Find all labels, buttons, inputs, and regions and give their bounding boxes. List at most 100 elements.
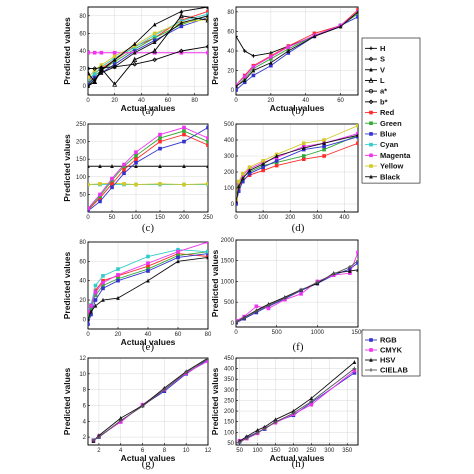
data-point-blue — [146, 269, 150, 273]
y-tick-label: 50 — [79, 192, 86, 198]
legend-label: V — [380, 65, 385, 74]
y-tick-label: 12 — [79, 356, 86, 362]
chart-panel-2: 0 20 40 60 0 20 40 60 80 Actual values Predicted v… — [210, 6, 359, 117]
legend-label: HSV — [380, 356, 395, 365]
data-point-yellow — [88, 182, 90, 187]
data-point-s — [205, 44, 208, 49]
series-group — [236, 124, 358, 206]
data-point-cyan — [206, 249, 208, 254]
data-point-green — [182, 129, 186, 133]
y-tick-label: 10 — [79, 372, 86, 378]
data-point-red — [206, 9, 208, 14]
data-point-s — [112, 64, 118, 70]
x-tick-label: 60 — [337, 98, 344, 104]
legend-marker — [369, 368, 373, 372]
data-point-v — [179, 9, 184, 14]
panel-label: (c) — [142, 222, 155, 234]
data-point-green — [93, 293, 98, 297]
data-point-v — [88, 84, 90, 88]
legend-marker — [369, 338, 373, 342]
data-point-yellow — [236, 179, 241, 184]
legend-label: S — [380, 55, 385, 64]
series-line-red — [88, 134, 208, 211]
data-point-magenta — [122, 162, 126, 167]
legend-marker — [369, 110, 373, 115]
y-tick-label: 0 — [83, 317, 87, 323]
series-group — [91, 358, 208, 443]
y-tick-label: 500 — [224, 122, 235, 128]
data-point-blue — [236, 88, 238, 92]
data-point-blue — [182, 139, 186, 144]
data-point-green — [356, 12, 358, 16]
data-point-yellow — [236, 197, 238, 201]
data-point-black — [269, 60, 273, 65]
data-point-magenta — [269, 55, 273, 59]
data-point-blue — [110, 185, 114, 190]
data-point-red — [322, 154, 326, 158]
data-point-blue — [134, 160, 138, 165]
data-point-black — [134, 164, 138, 169]
data-point-cielab — [255, 430, 260, 435]
data-point-s — [132, 61, 138, 67]
data-point-black — [322, 141, 326, 145]
data-point-blue — [251, 73, 256, 78]
data-point-cielab — [206, 358, 208, 361]
panel-label: (g) — [142, 458, 155, 470]
data-point-cielab — [237, 440, 242, 445]
x-tick-label: 200 — [285, 215, 296, 221]
data-point-blue — [116, 278, 120, 283]
data-point-red — [274, 163, 279, 168]
data-point-green — [206, 139, 208, 144]
y-tick-label: 150 — [76, 157, 87, 163]
plot-border — [235, 239, 359, 328]
data-point-black — [236, 184, 241, 189]
y-tick-label: 0 — [231, 88, 235, 94]
data-point-black — [158, 164, 162, 169]
y-axis-label: Predicted values — [62, 251, 72, 319]
y-tick-label: 40 — [79, 279, 86, 285]
data-point-green — [176, 253, 180, 258]
data-point-green — [101, 283, 105, 288]
data-point-magenta — [176, 249, 180, 254]
x-tick-label: 80 — [191, 98, 198, 104]
data-point-green — [301, 154, 306, 158]
legend-marker — [369, 153, 373, 158]
legend-marker — [369, 174, 373, 179]
data-point-yellow — [158, 182, 162, 186]
data-point-rgb — [356, 260, 358, 265]
x-tick-label: 40 — [138, 98, 145, 104]
data-point-cielab — [236, 320, 238, 325]
panel-label: (a) — [142, 105, 155, 117]
panel-label: (e) — [142, 341, 155, 353]
data-point-red — [206, 254, 208, 259]
data-point-cmyk — [348, 271, 352, 275]
data-point-cielab — [262, 426, 267, 431]
data-point-hsv — [309, 396, 314, 401]
data-point-blue — [122, 171, 126, 176]
data-point-red — [110, 182, 114, 186]
data-point-blue — [247, 171, 252, 176]
data-point-blue — [322, 144, 326, 149]
data-point-yellow — [99, 63, 104, 67]
series-group — [88, 7, 208, 88]
data-point-red — [356, 8, 358, 12]
data-point-cielab — [184, 370, 188, 375]
y-tick-label: 200 — [76, 140, 87, 146]
legend-label: Cyan — [380, 140, 399, 149]
data-point-blue — [236, 189, 241, 193]
data-point-blue — [242, 80, 247, 85]
data-point-v — [112, 57, 117, 62]
data-point-s — [92, 66, 98, 71]
x-tick-label: 300 — [312, 215, 323, 221]
y-axis-label: Predicted values — [62, 134, 72, 202]
series-line-green — [88, 130, 208, 210]
data-point-cmyk — [236, 318, 238, 323]
data-point-yellow — [134, 182, 138, 187]
data-point-hsv — [118, 415, 123, 420]
y-tick-label: 4 — [83, 419, 87, 425]
legend-label: CMYK — [380, 346, 403, 355]
data-point-magenta — [99, 50, 104, 55]
x-tick-label: 100 — [253, 448, 264, 454]
y-tick-label: 450 — [224, 356, 235, 362]
data-point-black — [261, 161, 265, 166]
